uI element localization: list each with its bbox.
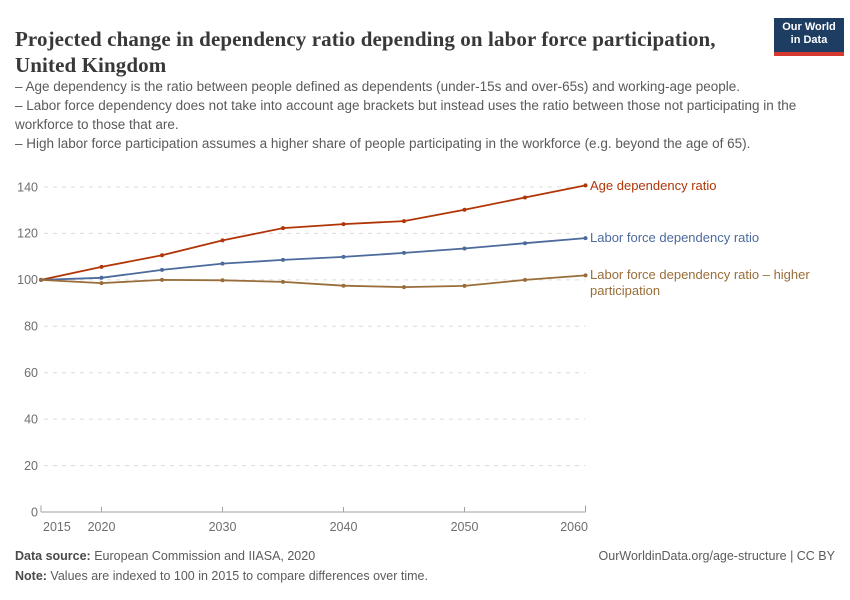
data-point-marker[interactable]	[160, 267, 164, 272]
data-point-marker[interactable]	[341, 283, 346, 288]
owid-logo-text-line2: in Data	[790, 34, 828, 46]
data-point-marker[interactable]	[99, 275, 104, 280]
owid-logo: Our World in Data	[774, 18, 844, 56]
data-point-marker[interactable]	[341, 222, 346, 227]
note-text: Values are indexed to 100 in 2015 to com…	[46, 569, 428, 583]
y-tick-label: 0	[31, 505, 38, 519]
legend-label: Labor force dependency ratio	[590, 230, 760, 245]
x-tick-label: 2030	[209, 520, 237, 534]
note-label: Note:	[15, 569, 47, 583]
x-tick-label: 2060	[560, 520, 588, 534]
subtitle-bullet-high-participation: – High labor force participation assumes…	[15, 136, 751, 151]
attribution-link[interactable]: OurWorldinData.org/age-structure | CC BY	[598, 549, 835, 563]
data-point-marker[interactable]	[462, 283, 467, 288]
data-point-marker[interactable]	[341, 254, 346, 259]
y-tick-label: 40	[24, 412, 38, 426]
x-tick-label: 2050	[451, 520, 479, 534]
x-tick-label: 2040	[330, 520, 358, 534]
series-line[interactable]	[40, 184, 586, 281]
x-tick-label: 2015	[43, 520, 71, 534]
data-point-marker[interactable]	[462, 207, 467, 212]
data-point-marker[interactable]	[160, 253, 164, 258]
data-source-text: European Commission and IIASA, 2020	[90, 549, 316, 563]
subtitle-bullet-age-dependency: – Age dependency is the ratio between pe…	[15, 79, 741, 94]
data-point-marker[interactable]	[99, 264, 104, 269]
data-point-marker[interactable]	[281, 257, 285, 262]
y-tick-label: 80	[24, 320, 38, 334]
data-point-marker[interactable]	[523, 241, 527, 246]
owid-logo-text-line1: Our World	[782, 21, 836, 33]
data-source-label: Data source:	[15, 549, 91, 563]
data-point-marker[interactable]	[402, 285, 406, 290]
data-point-marker[interactable]	[220, 261, 225, 266]
data-point-marker[interactable]	[402, 250, 406, 255]
legend-label: Age dependency ratio	[590, 178, 717, 193]
data-point-marker[interactable]	[39, 277, 43, 282]
data-source-line: Data source: European Commission and IIA…	[15, 546, 835, 566]
data-point-marker[interactable]	[402, 219, 406, 224]
legend-label: Labor force dependency ratio – higher pa…	[590, 267, 810, 298]
note-line: Note: Values are indexed to 100 in 2015 …	[15, 566, 835, 586]
y-tick-label: 140	[17, 180, 38, 194]
chart-title: Projected change in dependency ratio dep…	[15, 27, 716, 78]
legend-item-age-dependency-ratio[interactable]: Age dependency ratio	[590, 178, 716, 194]
data-point-marker[interactable]	[462, 246, 467, 251]
subtitle-bullet-labor-force-dependency: – Labor force dependency does not take i…	[15, 98, 797, 132]
series-line[interactable]	[40, 237, 586, 281]
data-point-marker[interactable]	[583, 183, 588, 188]
data-point-marker[interactable]	[160, 277, 164, 282]
data-point-marker[interactable]	[220, 278, 225, 283]
legend-item-labor-force-higher-participation[interactable]: Labor force dependency ratio – higher pa…	[590, 267, 842, 298]
data-point-marker[interactable]	[281, 279, 285, 284]
series-line[interactable]	[40, 274, 586, 289]
data-point-marker[interactable]	[523, 195, 527, 200]
data-point-marker[interactable]	[523, 277, 527, 282]
data-point-marker[interactable]	[583, 273, 588, 278]
data-point-marker[interactable]	[220, 238, 225, 243]
y-tick-label: 60	[24, 366, 38, 380]
data-point-marker[interactable]	[99, 281, 104, 286]
chart-subtitle: – Age dependency is the ratio between pe…	[15, 77, 839, 153]
legend-item-labor-force-dependency-ratio[interactable]: Labor force dependency ratio	[590, 230, 759, 246]
x-tick-label: 2020	[88, 520, 116, 534]
y-tick-label: 120	[17, 227, 38, 241]
y-tick-label: 20	[24, 459, 38, 473]
y-tick-label: 100	[17, 273, 38, 287]
data-point-marker[interactable]	[583, 236, 588, 241]
chart-footer: Data source: European Commission and IIA…	[15, 546, 835, 586]
data-point-marker[interactable]	[281, 226, 285, 231]
